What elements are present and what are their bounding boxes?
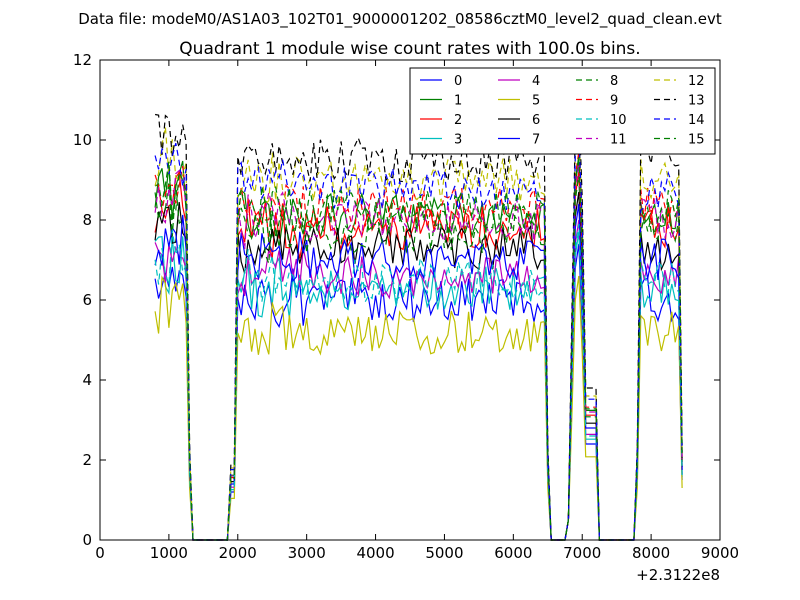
x-tick-label: 0 [95, 544, 105, 562]
legend-label-2: 2 [454, 113, 462, 128]
x-tick-label: 8000 [632, 544, 670, 562]
x-axis-ticks: 0 1000 2000 3000 4000 5000 6000 7000 8000 9000 [95, 60, 739, 562]
series-line-5 [154, 275, 683, 541]
x-tick-label: 7000 [563, 544, 601, 562]
legend-label-15: 15 [688, 133, 705, 148]
series-line-6 [154, 191, 683, 541]
series-line-14 [154, 131, 683, 541]
x-tick-label: 9000 [701, 544, 739, 562]
series-line-0 [154, 243, 683, 541]
series-line-2 [154, 170, 683, 541]
y-tick-label: 0 [82, 531, 92, 549]
legend-label-11: 11 [610, 133, 627, 148]
legend-box [409, 67, 716, 155]
legend-label-13: 13 [688, 94, 705, 109]
legend-label-14: 14 [688, 113, 705, 128]
x-tick-label: 4000 [356, 544, 394, 562]
legend-label-5: 5 [532, 94, 540, 109]
legend-label-10: 10 [610, 113, 627, 128]
y-tick-label: 4 [82, 371, 92, 389]
y-tick-label: 2 [82, 451, 92, 469]
series-line-12 [154, 123, 683, 541]
legend-label-0: 0 [454, 74, 462, 89]
x-tick-label: 1000 [150, 544, 188, 562]
legend-label-8: 8 [610, 74, 618, 89]
legend-label-7: 7 [532, 133, 540, 148]
y-tick-label: 10 [73, 131, 92, 149]
y-tick-label: 8 [82, 211, 92, 229]
series-line-10 [154, 223, 683, 541]
x-tick-label: 6000 [494, 544, 532, 562]
legend-label-6: 6 [532, 113, 540, 128]
series-line-11 [154, 163, 683, 541]
y-tick-label: 6 [82, 291, 92, 309]
x-tick-label: 3000 [288, 544, 326, 562]
y-tick-label: 12 [73, 51, 92, 69]
x-axis-offset-label: +2.3122e8 [636, 566, 720, 584]
legend-label-9: 9 [610, 94, 618, 109]
series-line-7 [154, 203, 683, 541]
legend-label-1: 1 [454, 94, 462, 109]
chart-title: Quadrant 1 module wise count rates with … [179, 39, 640, 59]
legend-label-4: 4 [532, 74, 540, 89]
x-tick-label: 5000 [425, 544, 463, 562]
legend-label-3: 3 [454, 133, 462, 148]
series-line-15 [154, 155, 683, 541]
figure-suptitle: Data file: modeM0/AS1A03_102T01_90000012… [78, 10, 722, 29]
x-tick-label: 2000 [219, 544, 257, 562]
legend-label-12: 12 [688, 74, 705, 89]
